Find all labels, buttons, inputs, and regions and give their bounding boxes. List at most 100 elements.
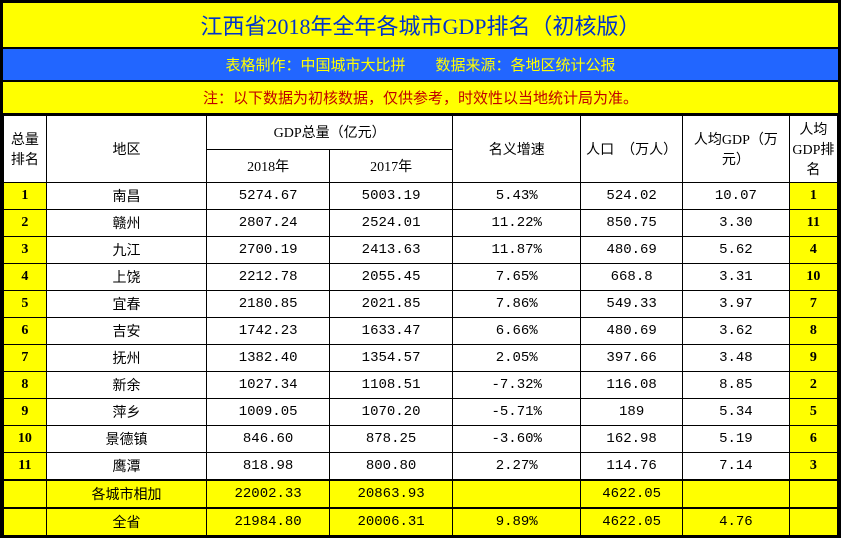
cell-growth: 7.86% <box>453 291 581 318</box>
cell-region: 抚州 <box>46 345 206 372</box>
cell-gdp2017: 2413.63 <box>330 237 453 264</box>
cell-rank: 1 <box>4 183 47 210</box>
cell-gdp2017: 1070.20 <box>330 399 453 426</box>
sum-row: 各城市相加 22002.33 20863.93 4622.05 <box>4 480 838 508</box>
cell-region: 萍乡 <box>46 399 206 426</box>
cell-rank: 2 <box>4 210 47 237</box>
cell-prank: 9 <box>789 345 837 372</box>
cell-gdp2018: 1382.40 <box>207 345 330 372</box>
cell-pop: 480.69 <box>581 318 683 345</box>
cell-growth: 2.05% <box>453 345 581 372</box>
cell-prank: 4 <box>789 237 837 264</box>
cell-pop: 114.76 <box>581 453 683 481</box>
sum-gdp2017: 20863.93 <box>330 480 453 508</box>
cell-percap: 3.48 <box>682 345 789 372</box>
table-row: 5宜春2180.852021.857.86%549.333.977 <box>4 291 838 318</box>
cell-pop: 116.08 <box>581 372 683 399</box>
table-row: 1南昌5274.675003.195.43%524.0210.071 <box>4 183 838 210</box>
cell-percap: 10.07 <box>682 183 789 210</box>
hdr-gdp-2018: 2018年 <box>207 149 330 183</box>
cell-region: 吉安 <box>46 318 206 345</box>
cell-gdp2017: 5003.19 <box>330 183 453 210</box>
cell-percap: 5.34 <box>682 399 789 426</box>
hdr-rank: 总量排名 <box>4 116 47 183</box>
cell-growth: 11.87% <box>453 237 581 264</box>
sum-pop: 4622.05 <box>581 480 683 508</box>
cell-growth: 2.27% <box>453 453 581 481</box>
hdr-region: 地区 <box>46 116 206 183</box>
cell-growth: -3.60% <box>453 426 581 453</box>
cell-prank: 1 <box>789 183 837 210</box>
title: 江西省2018年全年各城市GDP排名（初核版） <box>3 3 838 49</box>
cell-percap: 7.14 <box>682 453 789 481</box>
hdr-gdp-group: GDP总量（亿元） <box>207 116 453 150</box>
cell-pop: 189 <box>581 399 683 426</box>
hdr-growth: 名义增速 <box>453 116 581 183</box>
cell-region: 南昌 <box>46 183 206 210</box>
hdr-percap-rank: 人均GDP排名 <box>789 116 837 183</box>
cell-gdp2018: 2212.78 <box>207 264 330 291</box>
cell-gdp2018: 1742.23 <box>207 318 330 345</box>
cell-region: 鹰潭 <box>46 453 206 481</box>
cell-pop: 549.33 <box>581 291 683 318</box>
cell-prank: 7 <box>789 291 837 318</box>
cell-growth: 7.65% <box>453 264 581 291</box>
table-row: 9萍乡1009.051070.20-5.71%1895.345 <box>4 399 838 426</box>
hdr-gdp-2017: 2017年 <box>330 149 453 183</box>
cell-rank: 9 <box>4 399 47 426</box>
cell-gdp2017: 1108.51 <box>330 372 453 399</box>
cell-prank: 6 <box>789 426 837 453</box>
cell-prank: 5 <box>789 399 837 426</box>
note-line: 注：以下数据为初核数据，仅供参考，时效性以当地统计局为准。 <box>3 82 838 115</box>
cell-gdp2018: 1027.34 <box>207 372 330 399</box>
hdr-percap: 人均GDP（万元） <box>682 116 789 183</box>
cell-rank: 6 <box>4 318 47 345</box>
cell-gdp2017: 1633.47 <box>330 318 453 345</box>
cell-region: 赣州 <box>46 210 206 237</box>
cell-gdp2018: 5274.67 <box>207 183 330 210</box>
cell-prank: 11 <box>789 210 837 237</box>
cell-pop: 480.69 <box>581 237 683 264</box>
cell-growth: -7.32% <box>453 372 581 399</box>
cell-gdp2018: 2807.24 <box>207 210 330 237</box>
credit-line: 表格制作：中国城市大比拼 数据来源：各地区统计公报 <box>3 49 838 82</box>
table-row: 6吉安1742.231633.476.66%480.693.628 <box>4 318 838 345</box>
cell-prank: 3 <box>789 453 837 481</box>
cell-gdp2017: 878.25 <box>330 426 453 453</box>
cell-pop: 162.98 <box>581 426 683 453</box>
cell-rank: 3 <box>4 237 47 264</box>
cell-prank: 10 <box>789 264 837 291</box>
cell-gdp2017: 2524.01 <box>330 210 453 237</box>
cell-pop: 524.02 <box>581 183 683 210</box>
table-body: 1南昌5274.675003.195.43%524.0210.0712赣州280… <box>4 183 838 481</box>
cell-gdp2017: 800.80 <box>330 453 453 481</box>
cell-region: 九江 <box>46 237 206 264</box>
cell-growth: 5.43% <box>453 183 581 210</box>
cell-gdp2018: 1009.05 <box>207 399 330 426</box>
cell-prank: 8 <box>789 318 837 345</box>
cell-pop: 850.75 <box>581 210 683 237</box>
cell-rank: 11 <box>4 453 47 481</box>
cell-percap: 8.85 <box>682 372 789 399</box>
cell-percap: 3.62 <box>682 318 789 345</box>
cell-region: 宜春 <box>46 291 206 318</box>
cell-percap: 3.30 <box>682 210 789 237</box>
cell-gdp2018: 2180.85 <box>207 291 330 318</box>
cell-pop: 668.8 <box>581 264 683 291</box>
sum-label: 各城市相加 <box>46 480 206 508</box>
gdp-table: 总量排名 地区 GDP总量（亿元） 名义增速 人口 （万人） 人均GDP（万元）… <box>3 115 838 536</box>
table-container: 江西省2018年全年各城市GDP排名（初核版） 表格制作：中国城市大比拼 数据来… <box>1 1 840 538</box>
table-row: 2赣州2807.242524.0111.22%850.753.3011 <box>4 210 838 237</box>
cell-rank: 8 <box>4 372 47 399</box>
cell-region: 上饶 <box>46 264 206 291</box>
cell-rank: 10 <box>4 426 47 453</box>
cell-gdp2017: 2021.85 <box>330 291 453 318</box>
cell-gdp2017: 2055.45 <box>330 264 453 291</box>
cell-gdp2018: 846.60 <box>207 426 330 453</box>
cell-prank: 2 <box>789 372 837 399</box>
cell-gdp2018: 2700.19 <box>207 237 330 264</box>
cell-percap: 3.31 <box>682 264 789 291</box>
cell-region: 新余 <box>46 372 206 399</box>
cell-growth: -5.71% <box>453 399 581 426</box>
cell-growth: 6.66% <box>453 318 581 345</box>
